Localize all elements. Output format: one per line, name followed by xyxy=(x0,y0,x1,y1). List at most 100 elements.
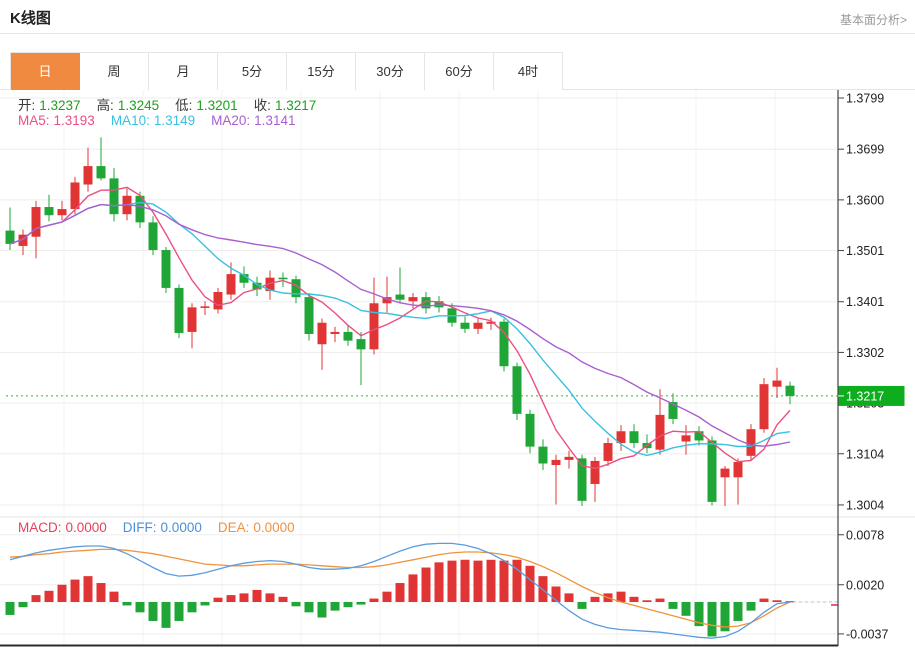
macd-histogram-bar xyxy=(785,601,795,603)
page-title: K线图 xyxy=(10,10,51,27)
macd-histogram-bar xyxy=(382,591,392,602)
tab-60分[interactable]: 60分 xyxy=(425,53,494,90)
macd-histogram-bar xyxy=(460,559,470,602)
candle-body xyxy=(668,402,678,419)
macd-histogram-bar xyxy=(96,583,106,602)
macd-histogram-bar xyxy=(694,602,704,627)
macd-histogram-bar xyxy=(213,597,223,602)
candle-body xyxy=(733,461,743,478)
candle-body xyxy=(18,234,28,246)
module-header: K线图 基本面分析> xyxy=(0,0,915,34)
macd-histogram-bar xyxy=(642,600,652,602)
macd-histogram-bar xyxy=(720,602,730,632)
y-axis-label: 1.3799 xyxy=(846,92,884,106)
macd-histogram-bar xyxy=(538,576,548,602)
candle-body xyxy=(44,207,54,216)
tab-周[interactable]: 周 xyxy=(80,53,149,90)
candle-body xyxy=(525,413,535,447)
macd-histogram-bar xyxy=(187,602,197,613)
candle-body xyxy=(486,321,496,324)
macd-histogram-bar xyxy=(473,560,483,602)
candle-body xyxy=(213,292,223,310)
macd-y-axis-label: 0.0078 xyxy=(846,528,884,542)
candle-body xyxy=(629,431,639,444)
macd-histogram-bar xyxy=(5,602,15,615)
diff-line xyxy=(9,542,791,639)
y-axis-label: 1.3004 xyxy=(846,498,884,512)
macd-histogram-bar xyxy=(226,595,236,602)
candle-body xyxy=(96,166,106,179)
macd-histogram-bar xyxy=(512,559,522,602)
candle-body xyxy=(265,277,275,291)
y-axis-label: 1.3699 xyxy=(846,143,884,157)
macd-histogram-bar xyxy=(343,602,353,608)
tab-日[interactable]: 日 xyxy=(11,53,80,90)
candle-body xyxy=(174,287,184,333)
macd-histogram-bar xyxy=(759,598,769,602)
current-price-label: 1.3217 xyxy=(846,389,884,403)
candle-body xyxy=(603,443,613,461)
macd-histogram-bar xyxy=(109,591,119,602)
candle-body xyxy=(499,321,509,367)
tab-5分[interactable]: 5分 xyxy=(218,53,287,90)
candlestick-chart[interactable]: 1.3799 1.3699 1.3600 1.3501 1.3401 1.3302 1.32… xyxy=(0,90,915,651)
macd-histogram-bar xyxy=(408,574,418,602)
tab-30分[interactable]: 30分 xyxy=(356,53,425,90)
macd-histogram-bar xyxy=(356,602,366,605)
macd-histogram-bar xyxy=(330,602,340,611)
candle-body xyxy=(187,307,197,332)
macd-histogram-bar xyxy=(772,600,782,602)
candle-body xyxy=(746,429,756,456)
macd-histogram-bar xyxy=(499,560,509,602)
candle-body xyxy=(5,230,15,244)
candle-body xyxy=(317,322,327,345)
macd-histogram-bar xyxy=(486,559,496,602)
candle-body xyxy=(356,339,366,350)
tab-月[interactable]: 月 xyxy=(149,53,218,90)
candle-body xyxy=(759,384,769,430)
candle-body xyxy=(720,468,730,478)
macd-histogram-bar xyxy=(590,596,600,602)
macd-histogram-bar xyxy=(655,598,665,602)
period-tabs: 日周月 5分 15分 30分 60分 4时 xyxy=(10,52,563,90)
tab-15分[interactable]: 15分 xyxy=(287,53,356,90)
candle-body xyxy=(161,250,171,288)
macd-y-axis-label: -0.0037 xyxy=(846,627,888,641)
macd-histogram-bar xyxy=(31,595,41,602)
candle-body xyxy=(343,331,353,341)
macd-histogram-bar xyxy=(44,590,54,602)
y-axis-label: 1.3501 xyxy=(846,244,884,258)
candle-body xyxy=(655,414,665,450)
macd-histogram-bar xyxy=(629,596,639,602)
macd-histogram-bar xyxy=(239,593,249,602)
candle-body xyxy=(252,282,262,290)
candle-body xyxy=(239,274,249,283)
fundamental-analysis-link[interactable]: 基本面分析> xyxy=(839,13,907,27)
macd-histogram-bar xyxy=(57,584,67,602)
macd-histogram-bar xyxy=(434,562,444,602)
candle-body xyxy=(512,366,522,414)
ma5-line xyxy=(9,186,791,470)
y-axis-label: 1.3302 xyxy=(846,346,884,360)
macd-histogram-bar xyxy=(668,602,678,609)
current-price-badge xyxy=(838,385,905,406)
candle-body xyxy=(681,435,691,442)
y-axis-label: 1.3401 xyxy=(846,295,884,309)
macd-histogram-bar xyxy=(148,602,158,621)
candle-body xyxy=(278,277,288,280)
period-tabbar: 日周月 5分 15分 30分 60分 4时 xyxy=(0,52,915,90)
macd-y-axis-label: 0.0020 xyxy=(846,578,884,592)
macd-histogram-bar xyxy=(525,565,535,602)
macd-histogram-bar xyxy=(291,602,301,607)
candle-body xyxy=(538,446,548,464)
ma10-line xyxy=(9,201,791,457)
candle-body xyxy=(551,459,561,466)
candle-body xyxy=(408,297,418,302)
tab-4时[interactable]: 4时 xyxy=(494,53,563,90)
candle-body xyxy=(785,385,795,396)
dea-line xyxy=(9,548,791,628)
macd-histogram-bar xyxy=(681,602,691,616)
macd-histogram-bar xyxy=(161,602,171,628)
candle-body xyxy=(590,460,600,484)
candle-body xyxy=(31,207,41,237)
